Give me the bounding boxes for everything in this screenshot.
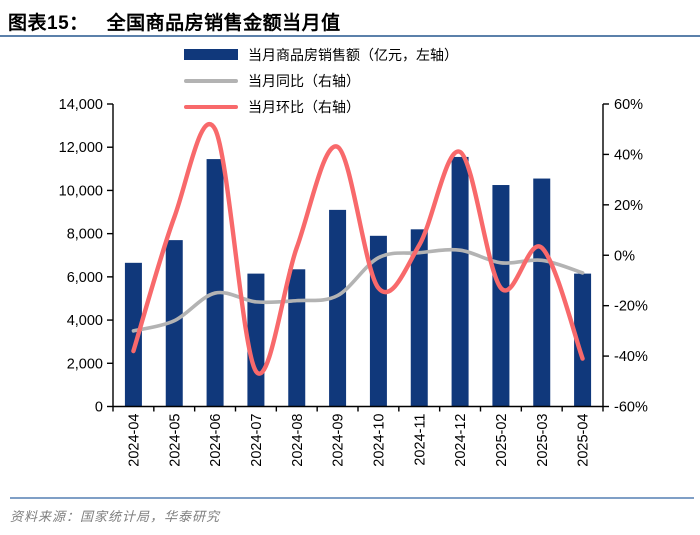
mom-line — [131, 121, 585, 376]
x-axis-label-2025-03: 2025-03 — [535, 414, 551, 467]
x-axis-label-2025-04: 2025-04 — [576, 414, 592, 467]
gray-line-swatch-icon — [184, 78, 238, 83]
x-axis-label-2024-07: 2024-07 — [249, 414, 265, 467]
x-axis-label-2024-08: 2024-08 — [290, 414, 306, 467]
x-axis-label-2024-04: 2024-04 — [126, 414, 142, 467]
right-axis-label: 60% — [614, 97, 643, 113]
right-axis-label: -40% — [614, 349, 648, 365]
bar-2025-02 — [492, 185, 510, 407]
left-axis-label: 8,000 — [67, 227, 103, 243]
x-axis-label-2024-05: 2024-05 — [167, 414, 183, 467]
right-axis-label: -60% — [614, 400, 648, 416]
bar-2024-08 — [288, 269, 306, 407]
bar-2024-07 — [247, 273, 265, 407]
bar-2024-06 — [206, 159, 224, 407]
left-axis-label: 0 — [95, 400, 103, 416]
bar-2024-12 — [451, 156, 469, 407]
bar-2025-03 — [533, 178, 551, 407]
x-axis-label-2024-11: 2024-11 — [412, 414, 428, 466]
right-axis-label: -20% — [614, 299, 648, 315]
left-axis-label: 12,000 — [59, 140, 103, 156]
left-axis-label: 4,000 — [67, 313, 103, 329]
bar-swatch-icon — [184, 49, 238, 60]
red-line-swatch-icon — [184, 104, 238, 109]
source-text: 资料来源：国家统计局，华泰研究 — [10, 509, 221, 524]
right-axis-label: 20% — [614, 198, 643, 214]
yoy-line — [131, 247, 585, 333]
left-axis-label: 10,000 — [59, 183, 103, 199]
source-divider — [10, 497, 694, 499]
right-axis-label: 0% — [614, 248, 635, 264]
legend-item-sales: 当月商品房销售额（亿元，左轴） — [184, 46, 458, 63]
chart-title: 图表15： 全国商品房销售金额当月值 — [8, 8, 698, 35]
bar-2024-04 — [124, 262, 142, 407]
bar-2024-11 — [410, 229, 428, 407]
bar-2024-05 — [165, 240, 183, 407]
x-axis-label-2024-09: 2024-09 — [331, 414, 347, 467]
title-divider — [0, 35, 700, 37]
legend-label: 当月环比（右轴） — [248, 98, 360, 115]
bar-2025-04 — [574, 273, 592, 407]
bar-2024-09 — [329, 209, 347, 407]
page-title: 全国商品房销售金额当月值 — [106, 13, 341, 34]
figure-number: 图表15： — [8, 13, 89, 34]
legend-label: 当月同比（右轴） — [248, 72, 360, 89]
left-axis-label: 14,000 — [59, 97, 103, 113]
x-axis-label-2025-02: 2025-02 — [494, 413, 510, 466]
left-axis-label: 6,000 — [67, 270, 103, 286]
legend-item-yoy: 当月同比（右轴） — [184, 72, 458, 89]
legend-label: 当月商品房销售额（亿元，左轴） — [248, 46, 458, 63]
chart-legend: 当月商品房销售额（亿元，左轴） 当月同比（右轴） 当月环比（右轴） — [184, 46, 458, 124]
legend-item-mom: 当月环比（右轴） — [184, 98, 458, 115]
x-axis-label-2024-10: 2024-10 — [371, 414, 387, 467]
left-axis-label: 2,000 — [67, 356, 103, 372]
right-axis-label: 40% — [614, 147, 643, 163]
x-axis-label-2024-12: 2024-12 — [453, 414, 469, 467]
x-axis-label-2024-06: 2024-06 — [208, 414, 224, 467]
